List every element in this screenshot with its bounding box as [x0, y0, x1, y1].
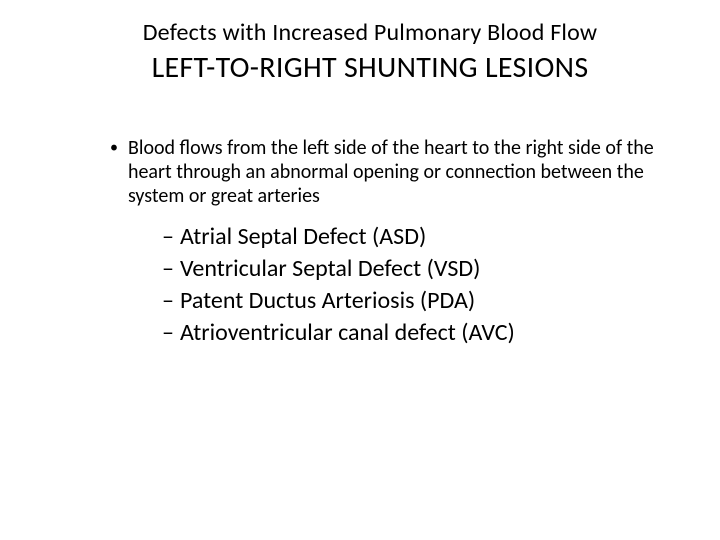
sublist-item: – Patent Ductus Arteriosis (PDA) — [162, 286, 660, 316]
sublist-marker: – — [162, 254, 174, 284]
sublist-item: – Atrioventricular canal defect (AVC) — [162, 318, 660, 348]
slide-header: Defects with Increased Pulmonary Blood F… — [60, 18, 680, 86]
slide: Defects with Increased Pulmonary Blood F… — [0, 0, 720, 540]
sublist-item: – Atrial Septal Defect (ASD) — [162, 222, 660, 252]
sublist-text: Ventricular Septal Defect (VSD) — [180, 254, 480, 284]
sublist-text: Atrial Septal Defect (ASD) — [180, 222, 426, 252]
sublist-item: – Ventricular Septal Defect (VSD) — [162, 254, 660, 284]
sublist-marker: – — [162, 286, 174, 316]
bullet-text: Blood flows from the left side of the he… — [128, 136, 660, 208]
sublist: – Atrial Septal Defect (ASD) – Ventricul… — [110, 222, 660, 348]
slide-pretitle: Defects with Increased Pulmonary Blood F… — [60, 18, 680, 47]
slide-body: • Blood flows from the left side of the … — [60, 136, 680, 348]
bullet-item: • Blood flows from the left side of the … — [110, 136, 660, 208]
sublist-marker: – — [162, 222, 174, 252]
sublist-marker: – — [162, 318, 174, 348]
slide-title: LEFT-TO-RIGHT SHUNTING LESIONS — [60, 49, 680, 86]
sublist-text: Patent Ductus Arteriosis (PDA) — [180, 286, 475, 316]
sublist-text: Atrioventricular canal defect (AVC) — [180, 318, 515, 348]
bullet-marker: • — [110, 136, 118, 160]
